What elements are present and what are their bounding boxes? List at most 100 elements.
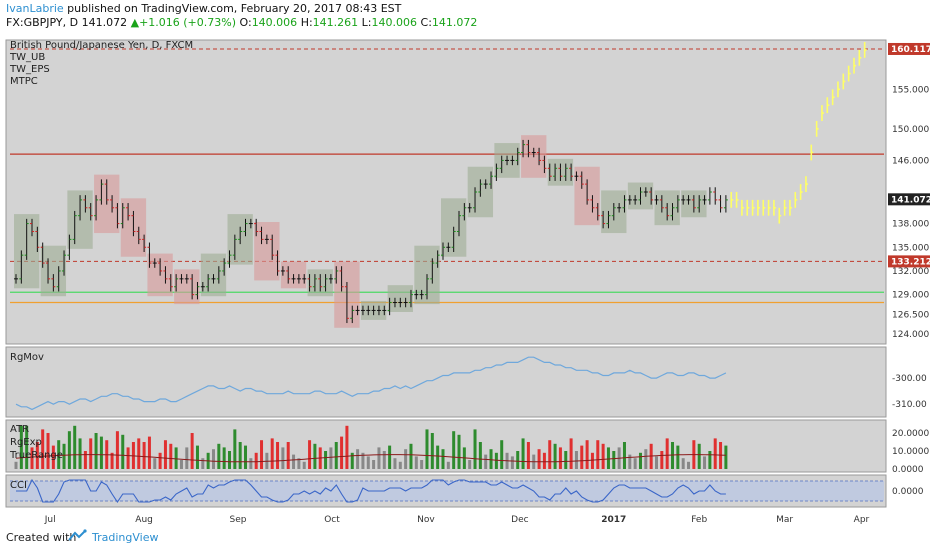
tradingview-link[interactable]: TradingView (92, 531, 159, 544)
atr-bar (249, 458, 253, 469)
atr-bar (703, 456, 707, 469)
atr-bar (553, 443, 557, 469)
cci-band (10, 481, 884, 501)
rgexp-title: RgExp (10, 437, 42, 448)
atr-bar (222, 447, 226, 469)
indicator-label-mtpc: MTPC (10, 76, 38, 87)
rgmov-pane[interactable] (5, 346, 887, 418)
atr-bar (67, 431, 71, 469)
atr-bar (388, 445, 392, 469)
low-value: 140.006 (371, 16, 418, 29)
atr-bar (78, 438, 82, 469)
x-tick-label: Oct (324, 515, 340, 525)
atr-bar (110, 452, 114, 469)
author-link[interactable]: IvanLabrie (6, 2, 64, 15)
open-label: O: (239, 16, 252, 29)
atr-bar (41, 429, 45, 469)
indicator-label-tw-eps: TW_EPS (9, 64, 50, 75)
atr-bar (382, 451, 386, 469)
atr-bar (179, 460, 183, 469)
y-tick-label: 124.000 (892, 330, 929, 340)
atr-bar (590, 452, 594, 469)
chart-header: IvanLabrie published on TradingView.com,… (0, 0, 932, 32)
atr-bar (169, 443, 173, 469)
atr-bar (606, 447, 610, 469)
atr-pane[interactable] (5, 419, 887, 473)
atr-bar (174, 447, 178, 469)
atr-bar (115, 431, 119, 469)
y-tick-label: 135.000 (892, 243, 929, 253)
atr-bar (580, 445, 584, 469)
truerange-title: TrueRange (9, 450, 63, 461)
atr-bar (622, 442, 626, 469)
close-value: 141.072 (431, 16, 478, 29)
price-pane[interactable] (5, 39, 887, 345)
atr-bar (142, 442, 146, 469)
atr-bar (270, 438, 274, 469)
atr-bar (73, 425, 77, 469)
atr-bar (473, 429, 477, 469)
atr-bar (201, 458, 205, 469)
chart-area[interactable]: British Pound/Japanese Yen, D, FXCM TW_U… (0, 32, 932, 525)
atr-bar (372, 460, 376, 469)
atr-bar (345, 425, 349, 469)
atr-bar (558, 447, 562, 469)
atr-bar (228, 451, 231, 469)
atr-y-tick: 20.0000 (892, 429, 929, 439)
y-tick-label: 150.000 (892, 125, 929, 135)
atr-bar (585, 440, 589, 469)
symbol-label[interactable]: FX:GBPJPY, D (6, 16, 79, 29)
atr-bar (324, 451, 328, 469)
atr-bar (158, 452, 162, 469)
atr-bar (329, 447, 333, 469)
atr-layer (14, 425, 728, 469)
atr-bar (233, 429, 237, 469)
x-tick-label: 2017 (601, 515, 626, 525)
atr-line (15, 454, 726, 463)
price-layer (10, 42, 884, 328)
atr-bar (526, 442, 530, 469)
atr-bar (99, 436, 103, 469)
atr-bar (478, 442, 482, 469)
change-value: +1.016 (+0.73%) (139, 16, 237, 29)
atr-bar (548, 440, 552, 469)
y-tick-label: 138.000 (892, 220, 929, 230)
y-tick-label: 129.000 (892, 291, 929, 301)
atr-bar (537, 449, 541, 469)
y-tick-label: 126.500 (892, 310, 929, 320)
close-label: C: (420, 16, 432, 29)
atr-bar (676, 445, 680, 469)
price-label: 133.212 (891, 257, 932, 267)
atr-bar (25, 425, 29, 469)
atr-bar (308, 440, 312, 469)
x-tick-label: Dec (511, 515, 528, 525)
rgmov-y-tick: -310.00 (892, 400, 927, 410)
atr-bar (596, 440, 600, 469)
atr-bar (420, 460, 424, 469)
atr-bar (713, 438, 717, 469)
atr-bar (121, 434, 125, 469)
x-tick-label: Aug (135, 515, 153, 525)
atr-bar (195, 445, 199, 469)
atr-bar (398, 461, 402, 469)
rgmov-y-tick: -300.00 (892, 374, 927, 384)
atr-bar (665, 438, 669, 469)
atr-bar (137, 438, 141, 469)
atr-bar (276, 442, 280, 469)
atr-bar (500, 440, 504, 469)
rgmov-layer (15, 356, 727, 411)
rgmov-line (15, 356, 727, 411)
up-arrow-icon: ▲ (130, 16, 140, 29)
atr-bar (601, 443, 605, 469)
atr-bar (361, 452, 365, 469)
atr-bar (687, 461, 691, 469)
atr-bar (302, 461, 306, 469)
indicator-label-tw-ub: TW_UB (9, 52, 45, 63)
y-tick-label: 146.000 (892, 156, 929, 166)
atr-bar (569, 438, 573, 469)
price-label-bg (888, 255, 930, 268)
low-label: L: (361, 16, 372, 29)
atr-bar (217, 443, 221, 469)
atr-bar (564, 451, 568, 469)
atr-bar (62, 443, 66, 469)
